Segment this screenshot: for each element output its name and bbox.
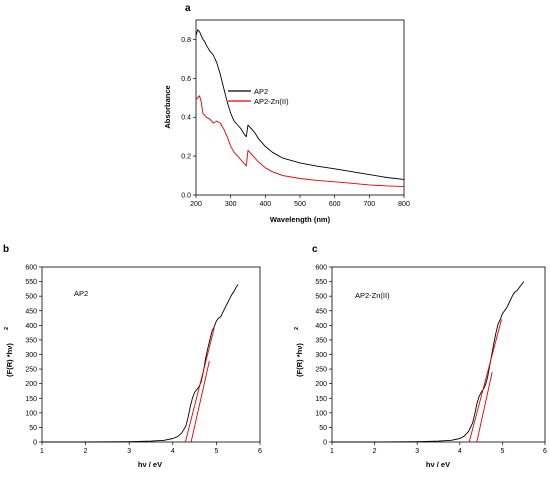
panel-b-axis-ticks: 1 2 3 4 5 6 0 50 100 150 200 250 300 350 400 450 500 550 6… xyxy=(25,265,262,456)
panel-b-series-lines xyxy=(42,284,239,443)
x-tick-label: 6 xyxy=(543,448,547,455)
x-tick-label: 200 xyxy=(190,201,202,208)
x-tick-label: 5 xyxy=(500,448,504,455)
y-tick-label: 550 xyxy=(25,279,37,286)
x-tick-label: 4 xyxy=(171,448,175,455)
y-tick-label: 150 xyxy=(315,396,327,403)
y-tick-label: 500 xyxy=(25,294,37,301)
series-line-1 xyxy=(195,95,405,187)
panel-b-y-axis-label-text: (F(R) *hν) xyxy=(5,343,14,377)
panel-c-letter: c xyxy=(312,244,318,255)
x-tick-label: 5 xyxy=(214,448,218,455)
y-tick-label: 200 xyxy=(315,381,327,388)
x-tick-label: 3 xyxy=(127,448,131,455)
series-line-0 xyxy=(195,29,405,180)
panel-c-inset-label: AP2-Zn(II) xyxy=(355,291,390,300)
panel-a-x-axis-label: Wavelength (nm) xyxy=(270,215,331,224)
y-tick-label: 250 xyxy=(25,367,37,374)
x-tick-label: 800 xyxy=(398,201,410,208)
y-tick-label: 600 xyxy=(25,265,37,272)
y-tick-label: 300 xyxy=(315,352,327,359)
panel-b-letter: b xyxy=(3,244,9,255)
series-line-2 xyxy=(190,360,210,443)
y-tick-label: 400 xyxy=(25,323,37,330)
y-tick-label: 100 xyxy=(315,410,327,417)
x-tick-label: 4 xyxy=(458,448,462,455)
y-tick-label: 150 xyxy=(25,396,37,403)
x-tick-label: 500 xyxy=(294,201,306,208)
panel-c-x-axis-label: hν / eV xyxy=(426,460,450,469)
y-tick-label: 450 xyxy=(25,308,37,315)
panel-b-x-axis-label: hν / eV xyxy=(138,460,162,469)
y-tick-label: 0.4 xyxy=(181,115,191,122)
x-tick-label: 1 xyxy=(40,448,44,455)
y-tick-label: 300 xyxy=(25,352,37,359)
series-line-1 xyxy=(468,319,502,443)
panel-c-y-axis-label-exponent: 2 xyxy=(294,327,300,330)
panel-c: c 1 2 3 4 5 6 0 50 100 150 200 250 300 350 400 450 500 55… xyxy=(294,244,547,469)
y-tick-label: 100 xyxy=(25,410,37,417)
y-tick-label: 500 xyxy=(315,294,327,301)
y-tick-label: 0.0 xyxy=(181,193,191,200)
x-tick-label: 1 xyxy=(330,448,334,455)
y-tick-label: 50 xyxy=(29,425,37,432)
panel-a-series-lines xyxy=(195,29,405,187)
panel-a-axis-ticks: 200 300 400 500 600 700 800 0.0 0.2 0.4 0.6 0.8 xyxy=(181,37,410,208)
panel-c-y-axis-label-text: (F(R) *hν) xyxy=(295,343,304,377)
panel-a: a 200 300 400 500 600 700 800 0.0 0.2 0.4 0.6 0.8 W… xyxy=(163,3,410,224)
panel-b-y-axis-label: (F(R) *hν) 2 xyxy=(4,327,14,377)
y-tick-label: 400 xyxy=(315,323,327,330)
y-tick-label: 550 xyxy=(315,279,327,286)
panel-c-series-lines xyxy=(332,281,525,443)
y-tick-label: 250 xyxy=(315,367,327,374)
x-tick-label: 3 xyxy=(415,448,419,455)
panel-a-letter: a xyxy=(185,3,191,14)
series-line-1 xyxy=(184,328,215,443)
legend-label-ap2: AP2 xyxy=(254,87,268,96)
panel-c-axis-ticks: 1 2 3 4 5 6 0 50 100 150 200 250 300 350 400 450 500 550 6… xyxy=(315,265,547,456)
panel-b-inset-label: AP2 xyxy=(74,289,88,298)
panel-a-legend: AP2 AP2-Zn(II) xyxy=(228,87,289,106)
y-tick-label: 0.6 xyxy=(181,76,191,83)
x-tick-label: 2 xyxy=(84,448,88,455)
y-tick-label: 0.2 xyxy=(181,154,191,161)
y-tick-label: 50 xyxy=(319,425,327,432)
series-line-0 xyxy=(332,281,525,443)
x-tick-label: 600 xyxy=(329,201,341,208)
y-tick-label: 200 xyxy=(25,381,37,388)
y-tick-label: 0 xyxy=(323,440,327,447)
legend-label-ap2-zn: AP2-Zn(II) xyxy=(254,97,289,106)
x-tick-label: 400 xyxy=(259,201,271,208)
x-tick-label: 2 xyxy=(373,448,377,455)
y-tick-label: 0 xyxy=(33,440,37,447)
panel-b: b 1 2 3 4 5 6 0 50 100 150 200 250 300 350 400 450 500 55… xyxy=(3,244,262,469)
panel-a-y-axis-label: Absorbance xyxy=(163,85,172,128)
x-tick-label: 700 xyxy=(363,201,375,208)
series-line-2 xyxy=(476,371,493,443)
y-tick-label: 450 xyxy=(315,308,327,315)
panel-a-plot-frame xyxy=(195,19,405,196)
y-tick-label: 600 xyxy=(315,265,327,272)
panel-c-y-axis-label: (F(R) *hν) 2 xyxy=(294,327,304,377)
x-tick-label: 6 xyxy=(258,448,262,455)
y-tick-label: 350 xyxy=(315,337,327,344)
y-tick-label: 350 xyxy=(25,337,37,344)
y-tick-label: 0.8 xyxy=(181,37,191,44)
x-tick-label: 300 xyxy=(225,201,237,208)
panel-b-y-axis-label-exponent: 2 xyxy=(4,327,10,330)
